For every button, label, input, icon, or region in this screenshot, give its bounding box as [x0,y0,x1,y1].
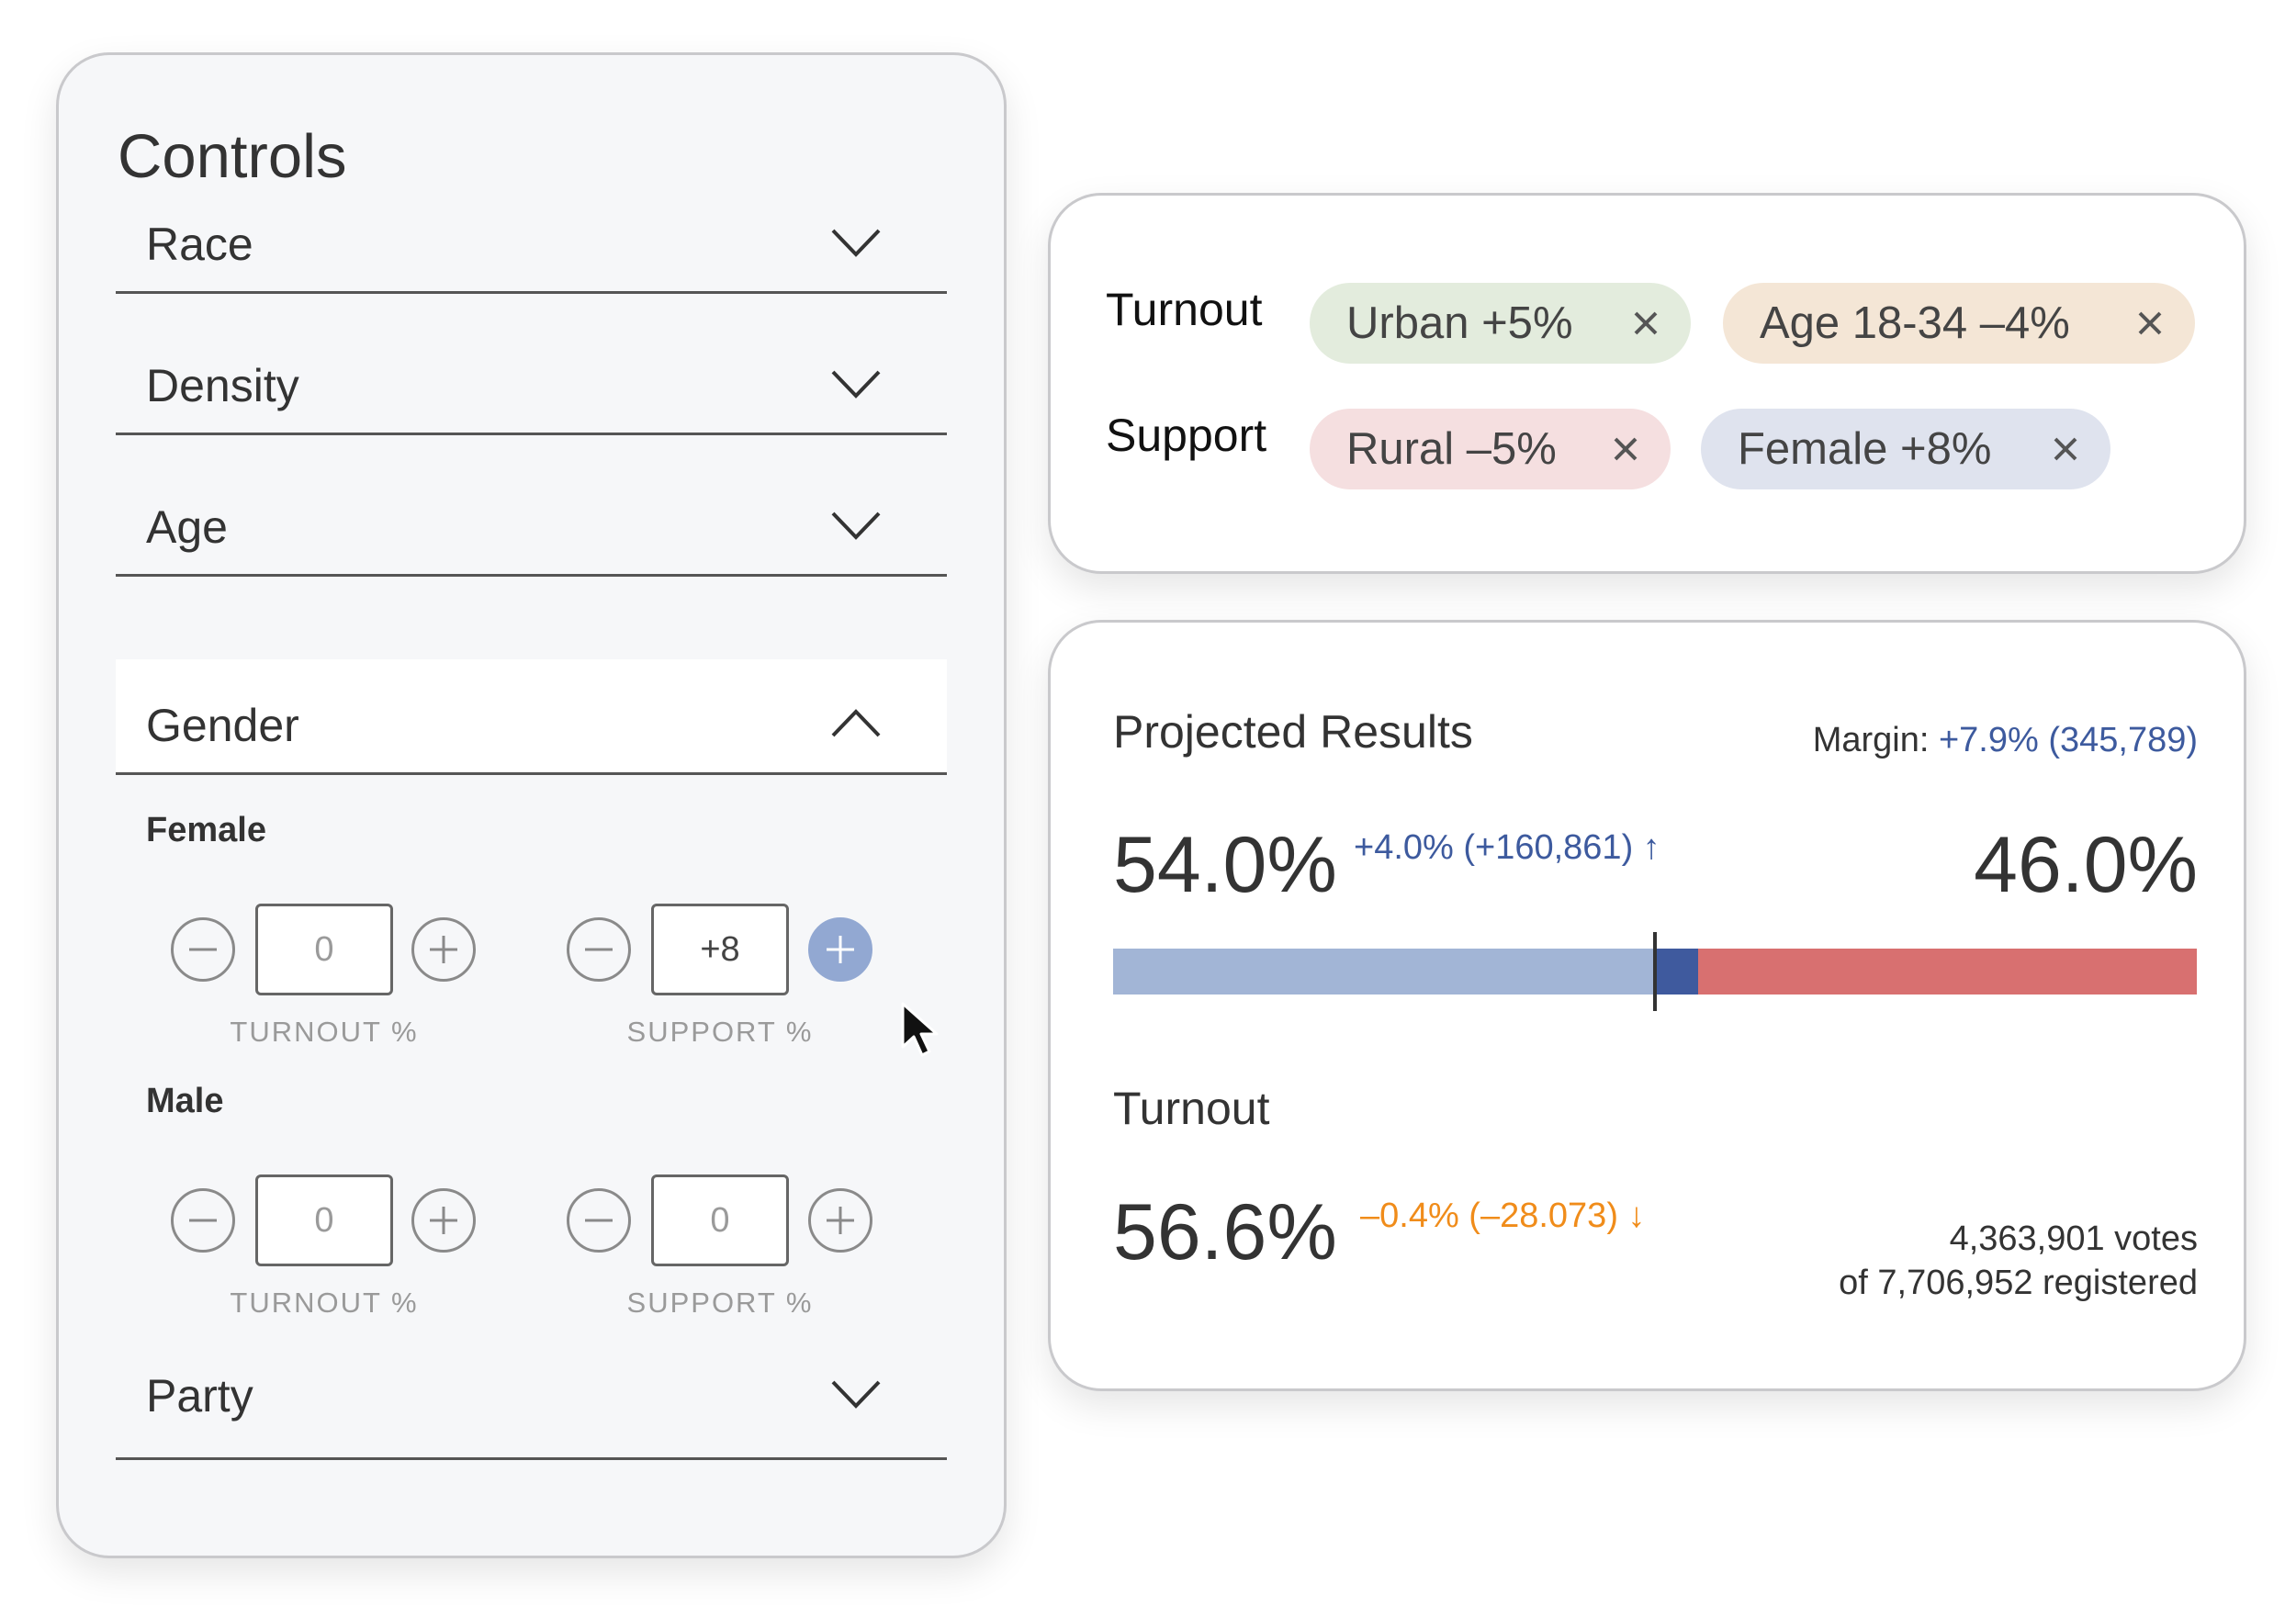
votes-cast: 4,363,901 votes [1949,1219,2198,1258]
projected-results-title: Projected Results [1113,706,1473,758]
minus-icon [585,1219,613,1222]
right-candidate-percent: 46.0% [1974,821,2198,909]
accordion-gender[interactable]: Gender [116,659,947,775]
male-support-caption: SUPPORT % [626,1287,814,1319]
accordion-density-label: Density [146,360,299,411]
close-icon[interactable] [2052,435,2079,463]
female-turnout-input[interactable]: 0 [255,904,393,995]
accordion-age-label: Age [146,501,228,553]
results-bar-shift-segment [1655,949,1699,995]
minus-icon [189,1219,217,1222]
filter-chip-label: Rural –5% [1346,424,1557,474]
filter-chip-urban[interactable]: Urban +5% [1310,283,1691,364]
results-bar-red-segment [1698,949,2197,995]
minus-icon [189,948,217,951]
female-turnout-caption: TURNOUT % [230,1016,419,1048]
filter-chip-label: Female +8% [1738,424,1992,474]
left-candidate-delta: +4.0% (+160,861) ↑ [1354,828,1660,867]
registered-voters: of 7,706,952 registered [1839,1264,2198,1302]
male-turnout-decrement-button[interactable] [171,1188,235,1253]
active-filters-card: Turnout Support Urban +5% Age 18-34 –4% … [1048,193,2246,574]
close-icon[interactable] [1632,309,1660,337]
left-candidate-percent: 54.0% [1113,821,1337,909]
filter-chip-female[interactable]: Female +8% [1701,409,2110,489]
male-support-decrement-button[interactable] [567,1188,631,1253]
male-support-input[interactable]: 0 [651,1174,789,1266]
chevron-down-icon [829,227,883,258]
male-support-increment-button[interactable] [808,1188,872,1253]
chevron-down-icon [829,1378,883,1410]
female-support-decrement-button[interactable] [567,917,631,982]
margin-label: Margin: [1812,721,1930,759]
accordion-party-label: Party [146,1370,253,1422]
controls-title: Controls [118,122,347,191]
female-support-caption: SUPPORT % [626,1016,814,1048]
plus-icon [430,1207,457,1234]
female-support-input[interactable]: +8 [651,904,789,995]
plus-icon [430,936,457,963]
close-icon[interactable] [2136,309,2164,337]
margin-readout: Margin: +7.9% (345,789) [1813,721,2198,760]
results-bar [1113,932,2197,1011]
filter-chip-age-18-34[interactable]: Age 18-34 –4% [1723,283,2195,364]
accordion-party[interactable]: Party [116,1322,947,1460]
close-icon[interactable] [1612,435,1639,463]
results-bar-blue-segment [1113,949,1655,995]
turnout-percent: 56.6% [1113,1188,1337,1276]
filter-chip-label: Urban +5% [1346,298,1573,348]
chevron-down-icon [829,510,883,541]
chevron-up-icon [829,708,883,739]
turnout-section-title: Turnout [1113,1083,1270,1134]
filter-chip-rural[interactable]: Rural –5% [1310,409,1671,489]
male-turnout-increment-button[interactable] [411,1188,476,1253]
margin-value: +7.9% (345,789) [1938,721,2198,759]
accordion-age[interactable]: Age [116,476,947,577]
male-turnout-caption: TURNOUT % [230,1287,419,1319]
plus-icon [827,1207,854,1234]
projected-results-card: Projected Results Margin: +7.9% (345,789… [1048,620,2246,1391]
female-support-increment-button[interactable] [808,917,872,982]
support-filters-label: Support [1106,410,1267,461]
plus-icon [827,936,854,963]
turnout-delta: –0.4% (–28.073) ↓ [1360,1197,1646,1235]
accordion-gender-label: Gender [146,700,299,751]
male-group-label: Male [146,1082,224,1120]
female-group-label: Female [146,811,266,849]
accordion-race[interactable]: Race [116,193,947,294]
female-turnout-decrement-button[interactable] [171,917,235,982]
results-bar-baseline-marker [1653,932,1657,1011]
cursor-pointer-icon [900,1001,944,1058]
male-turnout-input[interactable]: 0 [255,1174,393,1266]
filter-chip-label: Age 18-34 –4% [1760,298,2070,348]
controls-panel: Controls Race Density Age Gender Female … [56,52,1007,1558]
female-turnout-increment-button[interactable] [411,917,476,982]
minus-icon [585,948,613,951]
turnout-filters-label: Turnout [1106,284,1263,335]
accordion-race-label: Race [146,219,253,270]
chevron-down-icon [829,368,883,399]
accordion-density[interactable]: Density [116,334,947,435]
